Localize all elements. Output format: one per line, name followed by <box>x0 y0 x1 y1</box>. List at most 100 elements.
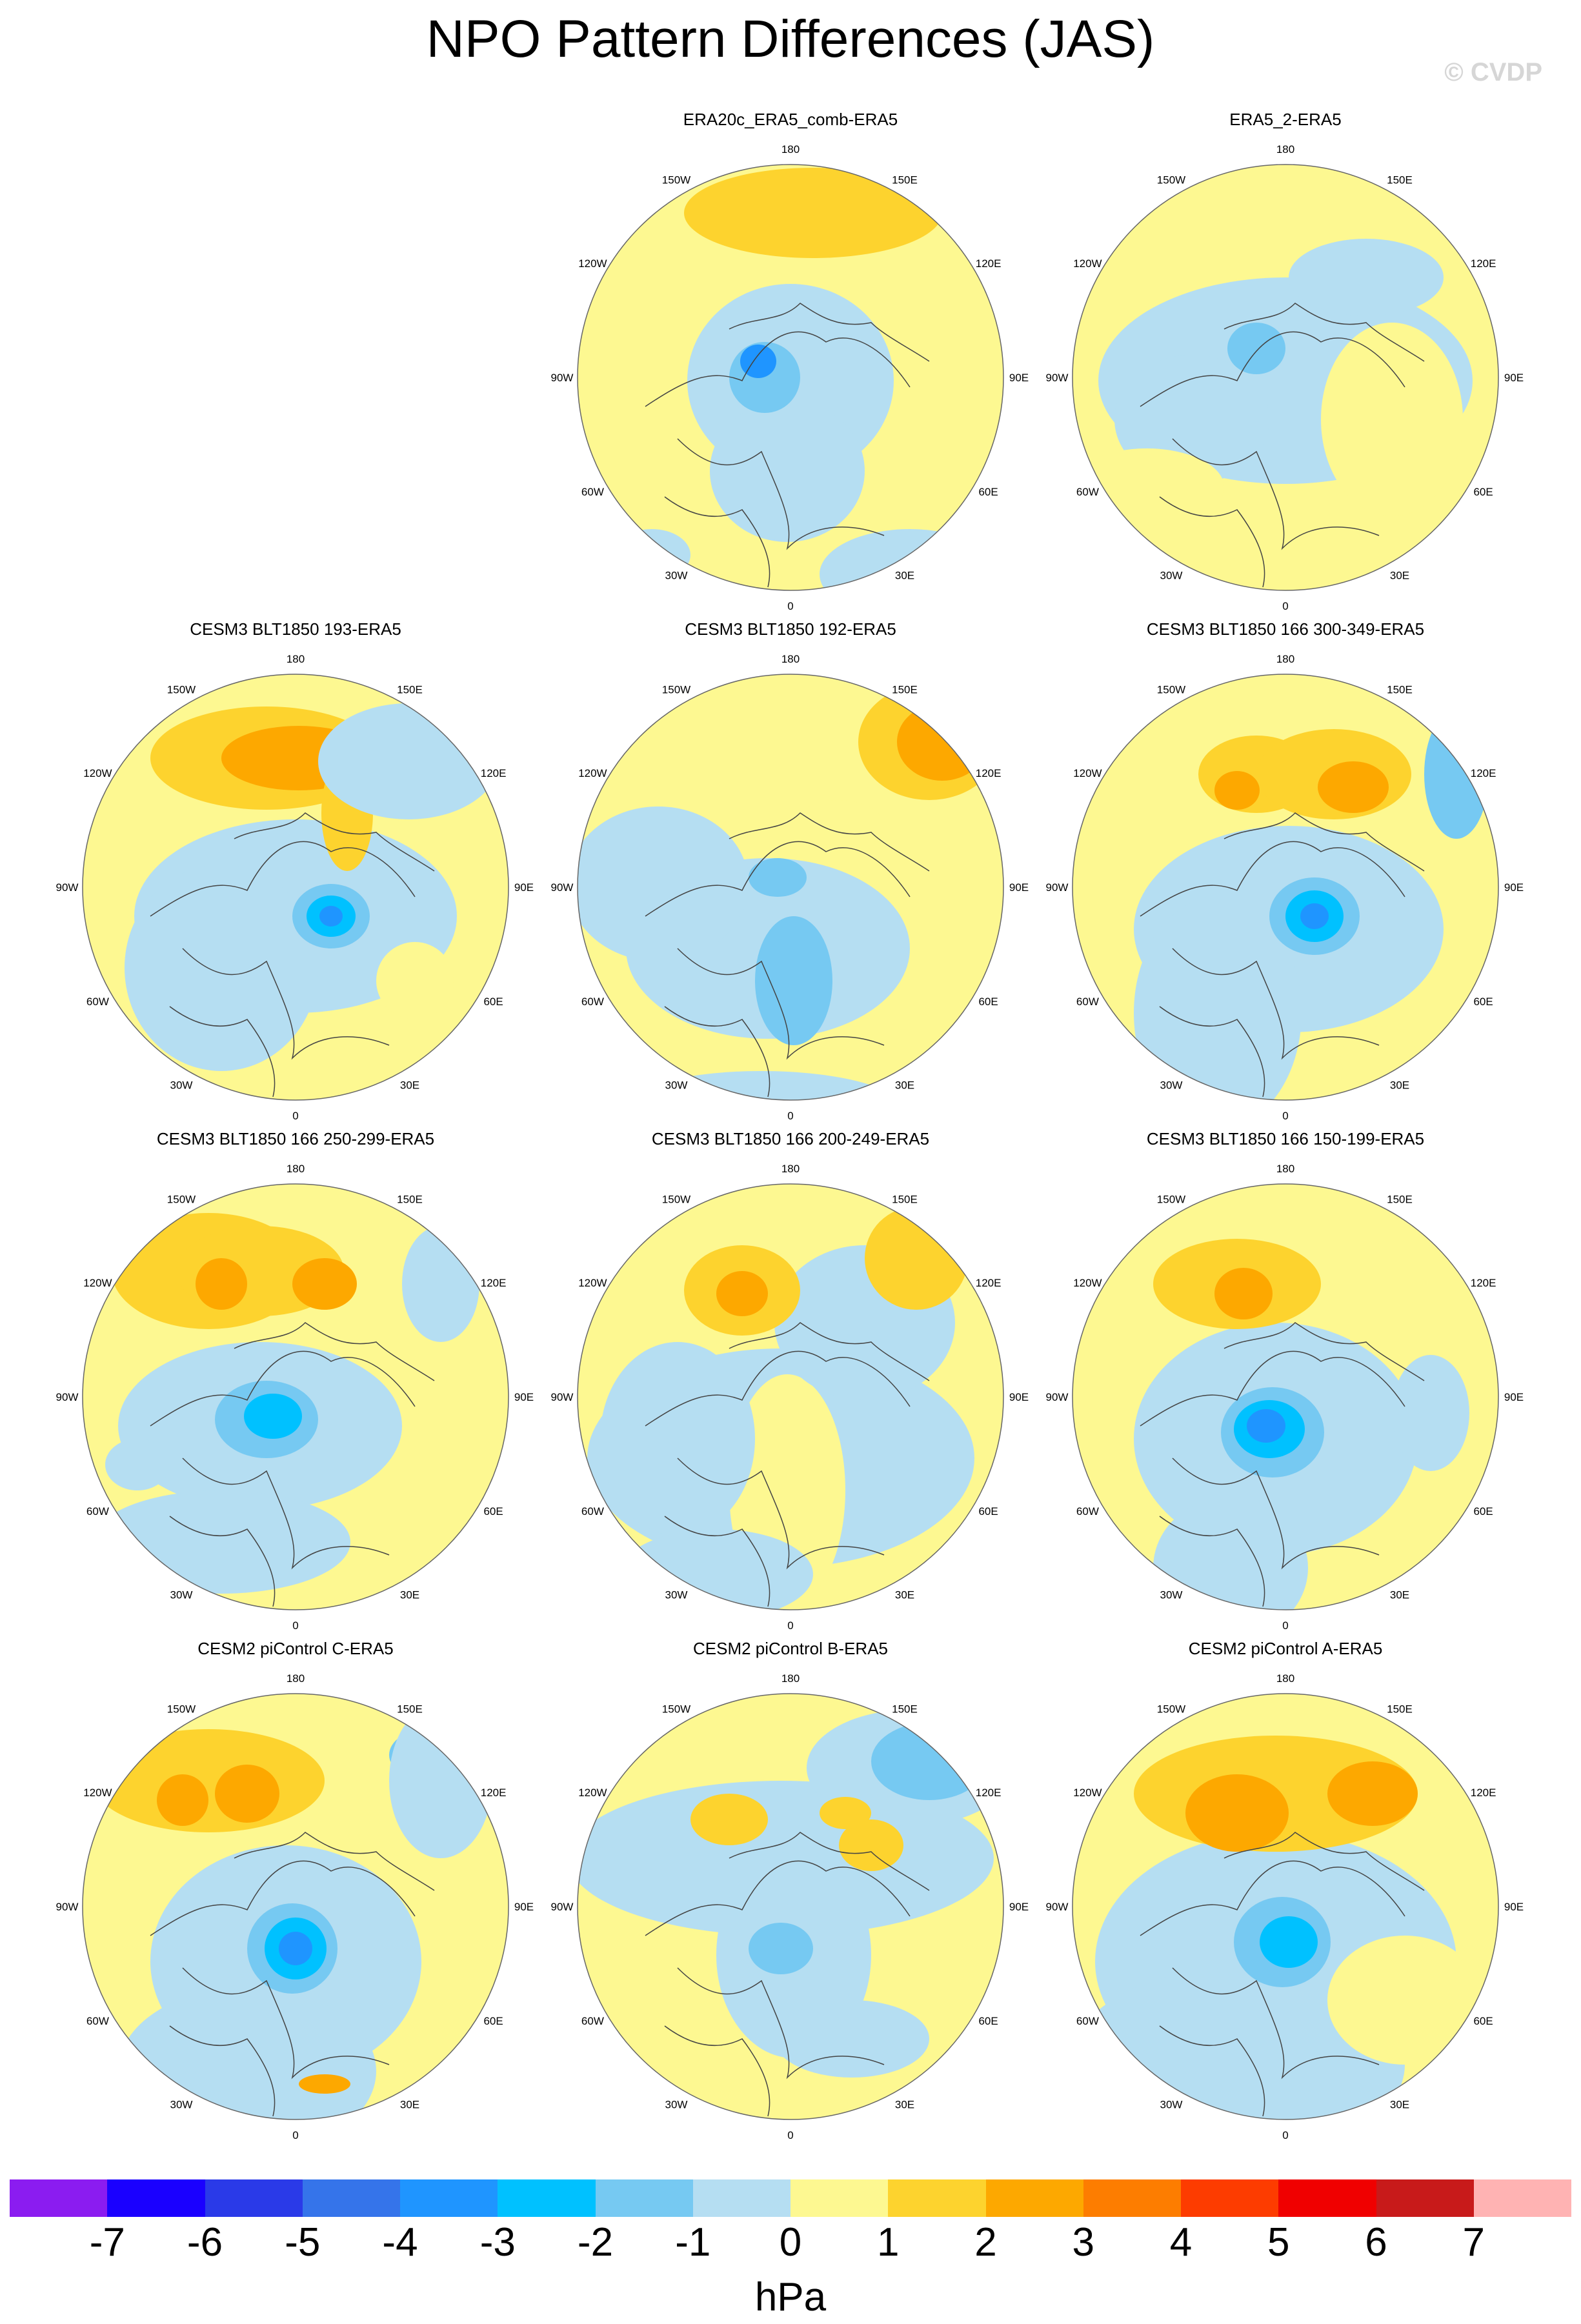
panel-title: CESM2 piControl A-ERA5 <box>1188 1639 1383 1658</box>
figure-title: NPO Pattern Differences (JAS) <box>426 10 1155 68</box>
longitude-label: 150W <box>1157 174 1185 186</box>
longitude-label: 150W <box>1157 683 1185 696</box>
longitude-label: 30W <box>665 1079 688 1092</box>
longitude-label: 90W <box>1046 372 1069 384</box>
polar-map: 180 150E 120E 90E 60E 30E 0 30W 60W 90W 120W 150W <box>1046 143 1524 612</box>
anomaly-contour <box>105 1439 170 1490</box>
anomaly-contour <box>196 1258 247 1310</box>
map-boundary <box>1072 164 1499 591</box>
longitude-label: 90W <box>551 1901 574 1913</box>
anomaly-contour <box>1214 1268 1273 1319</box>
longitude-label: 60E <box>483 2015 503 2027</box>
longitude-label: 120W <box>83 1787 112 1799</box>
colorbar-labels: -7 -6 -5 -4 -3 -2 -1 0 1 2 3 4 5 6 7 <box>10 2219 1571 2271</box>
coastline <box>677 1458 885 1570</box>
longitude-label: 90W <box>56 881 79 894</box>
colorbar-segment <box>10 2179 108 2217</box>
longitude-label: 90W <box>1046 1901 1069 1913</box>
longitude-label: 150E <box>397 1703 423 1715</box>
colorbar-tick-label: 5 <box>1267 2220 1290 2265</box>
longitude-label: 180 <box>287 1163 305 1175</box>
longitude-label: 60E <box>978 1505 998 1518</box>
longitude-label: 0 <box>292 2129 298 2141</box>
longitude-label: 150E <box>1387 1193 1413 1205</box>
colorbar-tick-label: -2 <box>577 2220 614 2265</box>
longitude-label: 30E <box>400 1079 419 1092</box>
coastline <box>1172 438 1380 550</box>
longitude-label: 90W <box>56 1901 79 1913</box>
coastline <box>664 1516 770 1607</box>
coastline <box>182 948 390 1060</box>
coastline <box>677 438 885 550</box>
coastline <box>1140 331 1405 407</box>
anomaly-contour <box>402 1226 479 1342</box>
longitude-label: 60W <box>1076 486 1099 498</box>
coastline <box>677 948 885 1060</box>
longitude-label: 120E <box>976 1277 1002 1289</box>
anomaly-contour <box>299 2074 350 2094</box>
map-boundary <box>577 1183 1004 1610</box>
longitude-label: 90W <box>1046 1391 1069 1403</box>
longitude-label: 0 <box>292 1619 298 1632</box>
longitude-label: 120W <box>83 767 112 779</box>
colorbar-segment <box>790 2179 889 2217</box>
coastline <box>664 2025 770 2117</box>
anomaly-contour <box>1327 1761 1418 1826</box>
panel-title: CESM3 BLT1850 166 250-299-ERA5 <box>156 1129 435 1148</box>
longitude-label: 180 <box>781 1672 800 1685</box>
longitude-label: 150W <box>167 1193 196 1205</box>
coastline <box>729 812 930 872</box>
anomaly-contour <box>749 1923 813 1974</box>
longitude-label: 30W <box>170 1079 193 1092</box>
colorbar-tick-label: 1 <box>877 2220 900 2265</box>
longitude-label: 60W <box>581 486 604 498</box>
anomaly-contour <box>1247 1409 1285 1443</box>
anomaly-contour <box>749 858 807 897</box>
anomaly-contour <box>1214 771 1260 810</box>
colorbar-segment <box>1083 2179 1181 2217</box>
map-boundary <box>1072 1693 1499 2120</box>
longitude-label: 30E <box>895 1079 914 1092</box>
panel-title: CESM2 piControl C-ERA5 <box>197 1639 394 1658</box>
longitude-label: 150E <box>1387 174 1413 186</box>
longitude-label: 30E <box>895 2099 914 2111</box>
anomaly-contour <box>1300 903 1329 929</box>
coastline <box>645 331 911 407</box>
anomaly-contour <box>389 1703 492 1858</box>
longitude-label: 120E <box>481 767 507 779</box>
coastline <box>1224 303 1425 362</box>
colorbar-segment <box>302 2179 400 2217</box>
map-panel: ERA5_2-ERA5 180 150E 120E 90E 60E 30E 0 30W 60W 90… <box>1043 110 1527 619</box>
anomaly-contour <box>215 1765 279 1823</box>
anomaly-contour <box>318 703 499 819</box>
longitude-label: 60E <box>483 996 503 1008</box>
longitude-label: 90E <box>514 881 534 894</box>
longitude-label: 150E <box>892 683 918 696</box>
polar-map: 180 150E 120E 90E 60E 30E 0 30W 60W 90W 120W 150W <box>56 1672 534 2141</box>
longitude-label: 60W <box>581 1505 604 1518</box>
longitude-label: 150E <box>892 174 918 186</box>
anomaly-contour <box>1153 1497 1308 1610</box>
longitude-label: 180 <box>781 653 800 665</box>
coastline <box>169 1006 276 1097</box>
longitude-label: 30W <box>665 570 688 582</box>
colorbar-segment <box>595 2179 693 2217</box>
longitude-label: 60E <box>1473 996 1493 1008</box>
coastline <box>234 1322 435 1381</box>
map-panel: CESM3 BLT1850 166 300-349-ERA5 180 150E 120… <box>1043 619 1527 1129</box>
colorbar-segment <box>400 2179 498 2217</box>
longitude-label: 60W <box>1076 1505 1099 1518</box>
longitude-label: 90W <box>551 1391 574 1403</box>
map-boundary <box>82 674 509 1101</box>
longitude-label: 90E <box>1009 881 1029 894</box>
anomaly-contour <box>600 1342 755 1536</box>
anomaly-contour <box>292 1258 357 1310</box>
coastline <box>664 496 770 588</box>
longitude-label: 0 <box>787 600 793 612</box>
colorbar-segment <box>205 2179 303 2217</box>
colorbar-segment <box>1473 2179 1571 2217</box>
anomaly-contour <box>1318 761 1389 813</box>
longitude-label: 120E <box>976 257 1002 270</box>
map-panel: CESM2 piControl B-ERA5 180 150E 120E 90E 60E 3… <box>549 1639 1032 2149</box>
colorbar-tick-label: 3 <box>1072 2220 1095 2265</box>
